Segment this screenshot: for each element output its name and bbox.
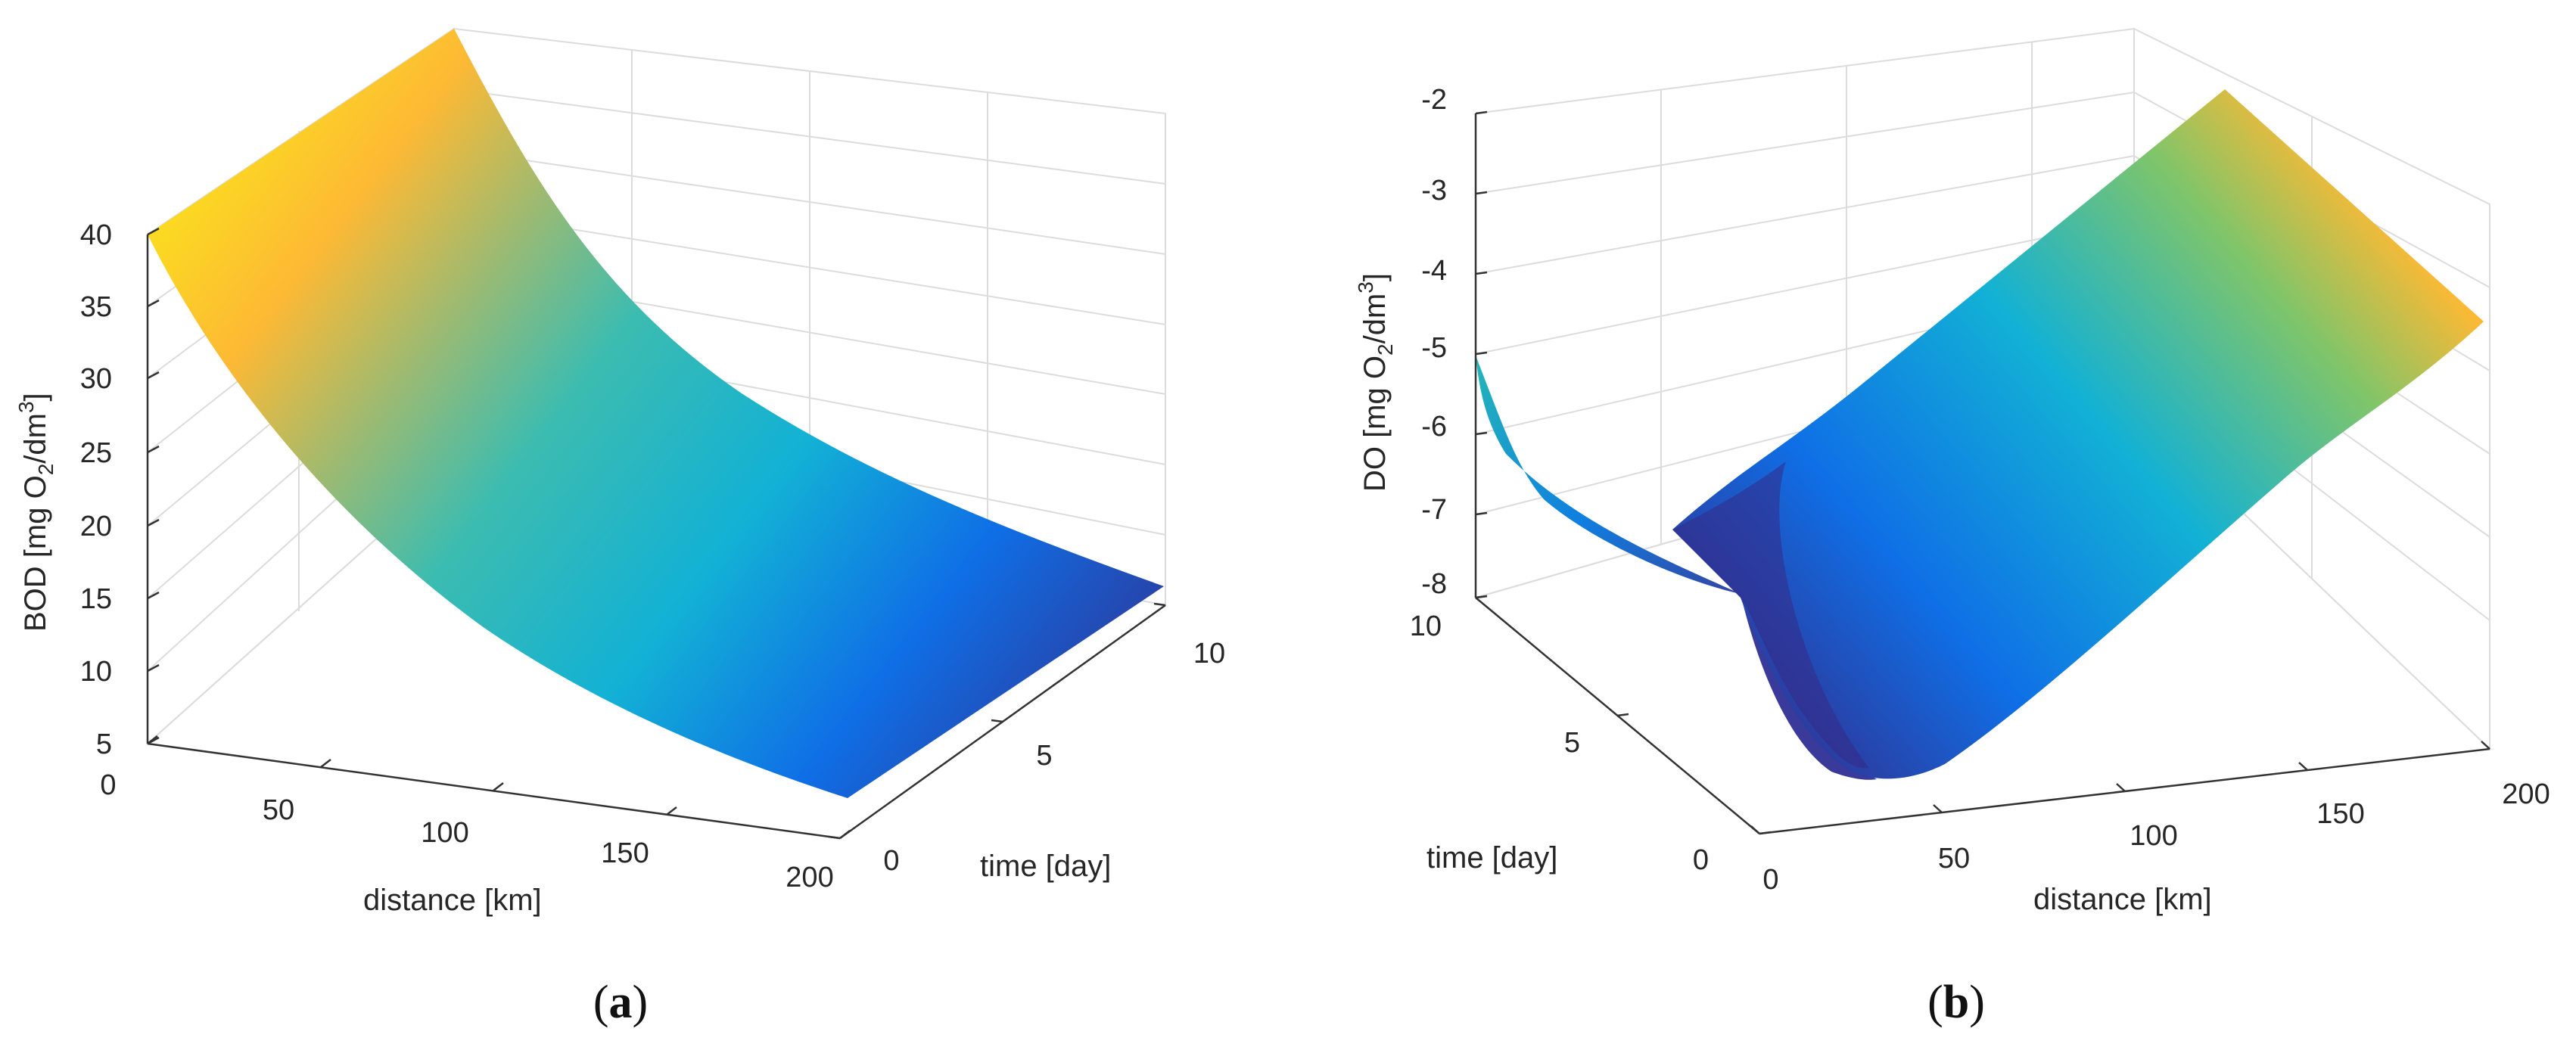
panel-b-xtick-100: 100 <box>2130 820 2177 852</box>
panel-b-surface-edge <box>1476 356 1877 780</box>
panel-a-z-ticks <box>147 227 160 745</box>
panel-a-zlabel: BOD [mg O2/dm3] <box>14 393 58 632</box>
panel-a-x-tick-labels: 0 50 100 150 200 <box>100 769 833 893</box>
panel-b-y-tick-labels: 0 5 10 <box>1410 610 1709 876</box>
panel-b-ztick-neg8: -8 <box>1421 568 1447 600</box>
panel-a-xtick-150: 150 <box>601 837 649 869</box>
panel-b-label: (b) <box>1927 977 1985 1028</box>
panel-a-xlabel: distance [km] <box>363 884 542 917</box>
panel-b-ytick-10: 10 <box>1410 610 1442 642</box>
panel-a-ytick-10: 10 <box>1193 638 1225 670</box>
panel-a-ztick-10: 10 <box>80 656 112 688</box>
panel-b-x-tick-labels: 0 50 100 150 200 <box>1762 778 2550 896</box>
panel-a-ztick-25: 25 <box>80 437 112 469</box>
panel-b-ztick-neg7: -7 <box>1421 494 1447 526</box>
panel-a-surface <box>148 29 1164 798</box>
panel-b-ztick-neg5: -5 <box>1421 332 1447 364</box>
panel-b-ztick-neg3: -3 <box>1421 175 1447 207</box>
panel-b-ztick-neg6: -6 <box>1421 411 1447 443</box>
panel-a-ztick-20: 20 <box>80 511 112 542</box>
panel-a-ztick-30: 30 <box>80 363 112 395</box>
panel-b-xtick-50: 50 <box>1938 843 1970 875</box>
panel-a-xtick-0: 0 <box>100 769 116 801</box>
panel-b-ztick-neg2: -2 <box>1421 84 1447 116</box>
panel-b-xlabel: distance [km] <box>2033 883 2212 916</box>
panel-a-xtick-200: 200 <box>786 862 833 893</box>
panel-a-ytick-5: 5 <box>1036 740 1052 772</box>
panel-a-z-tick-labels: 5 10 15 20 25 30 35 40 <box>80 219 112 760</box>
panel-a-label: (a) <box>593 977 648 1028</box>
panel-a-ytick-0: 0 <box>883 845 899 877</box>
panel-a-ztick-40: 40 <box>80 219 112 251</box>
panel-b-xtick-0: 0 <box>1762 864 1778 896</box>
panel-a-ztick-35: 35 <box>80 291 112 323</box>
panel-b-z-tick-labels: -8 -7 -6 -5 -4 -3 -2 <box>1421 84 1447 600</box>
panel-a-y-tick-labels: 0 5 10 <box>883 638 1225 877</box>
panel-a-x-ticks <box>147 735 851 839</box>
panel-b-x-ticks <box>1750 741 2490 834</box>
panel-a-ztick-15: 15 <box>80 583 112 615</box>
panel-b-xtick-150: 150 <box>2316 798 2364 830</box>
panel-b-ytick-5: 5 <box>1564 727 1580 759</box>
panel-b-xtick-200: 200 <box>2502 778 2550 810</box>
panel-b-z-ticks <box>1475 110 1488 599</box>
panel-b-ztick-neg4: -4 <box>1421 255 1447 287</box>
panel-a-ylabel: time [day] <box>980 850 1111 883</box>
panel-a-y-ticks <box>828 602 1166 840</box>
panel-b-ylabel: time [day] <box>1426 841 1557 875</box>
panel-a-xtick-50: 50 <box>263 794 294 826</box>
panel-a-ztick-5: 5 <box>96 729 112 760</box>
panel-a-bod-surface: 0 50 100 150 200 0 5 10 <box>14 27 1225 1028</box>
panel-b-y-ticks <box>1475 595 1772 835</box>
panel-b-surface-dark <box>1672 461 1869 769</box>
panel-a-xtick-100: 100 <box>421 817 468 849</box>
panel-b-zlabel: DO [mg O2/dm3] <box>1354 273 1397 492</box>
panel-b-surface <box>1672 89 2484 779</box>
panel-b-ytick-0: 0 <box>1693 844 1709 876</box>
panel-b-do-surface: 0 50 100 150 200 0 5 10 -8 <box>1354 27 2550 1028</box>
